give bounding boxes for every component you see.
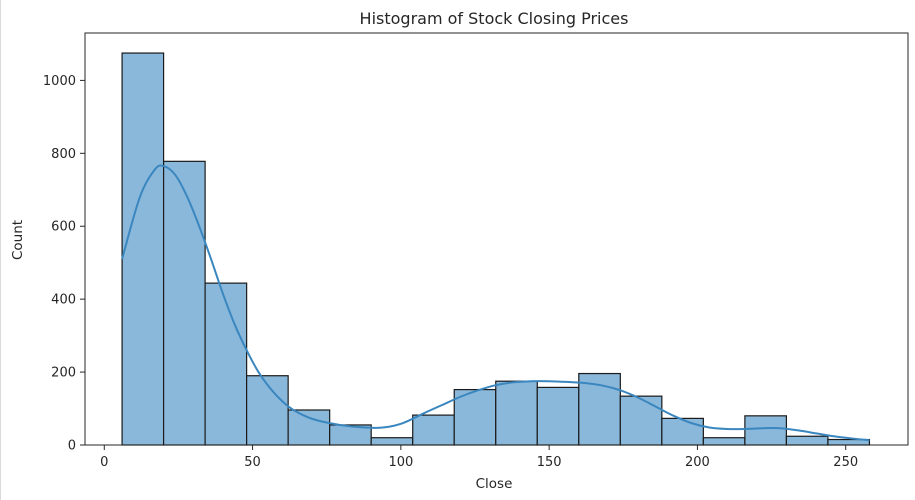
y-tick-label: 800 — [51, 147, 76, 162]
x-axis-title: Close — [476, 476, 513, 492]
histogram-bar — [744, 415, 788, 446]
histogram-bar — [785, 435, 829, 446]
histogram-bar — [121, 52, 165, 446]
x-tick-label: 0 — [100, 455, 108, 470]
chart-title: Histogram of Stock Closing Prices — [360, 9, 629, 28]
histogram-bar — [661, 417, 704, 446]
y-axis-ticks: 0 200 400 600 800 1000 — [43, 74, 85, 454]
y-tick-label: 600 — [51, 220, 76, 235]
histogram-bar — [453, 388, 497, 446]
x-tick-label: 200 — [685, 455, 710, 470]
y-tick-label: 400 — [51, 293, 76, 308]
x-axis-ticks: 0 50 100 150 200 250 — [100, 445, 858, 470]
histogram-bar — [204, 282, 248, 446]
x-tick-label: 250 — [833, 455, 858, 470]
x-tick-label: 50 — [244, 455, 261, 470]
histogram-bar — [162, 160, 206, 446]
histogram-bar — [702, 437, 746, 446]
histogram-bar — [370, 437, 414, 446]
histogram-bar — [287, 409, 331, 446]
histogram-bar — [412, 414, 455, 446]
x-tick-label: 150 — [537, 455, 562, 470]
y-tick-label: 1000 — [43, 74, 76, 89]
y-tick-label: 0 — [68, 439, 76, 454]
plot-frame — [84, 32, 909, 446]
histogram-bar — [619, 395, 663, 446]
y-tick-label: 200 — [51, 366, 76, 381]
bars-group — [121, 52, 871, 446]
x-tick-label: 100 — [388, 455, 413, 470]
histogram-bar — [495, 380, 538, 446]
histogram-bar — [536, 386, 580, 446]
y-axis-title: Count — [10, 220, 26, 260]
kde-line — [121, 164, 870, 442]
left-border — [0, 0, 1, 500]
